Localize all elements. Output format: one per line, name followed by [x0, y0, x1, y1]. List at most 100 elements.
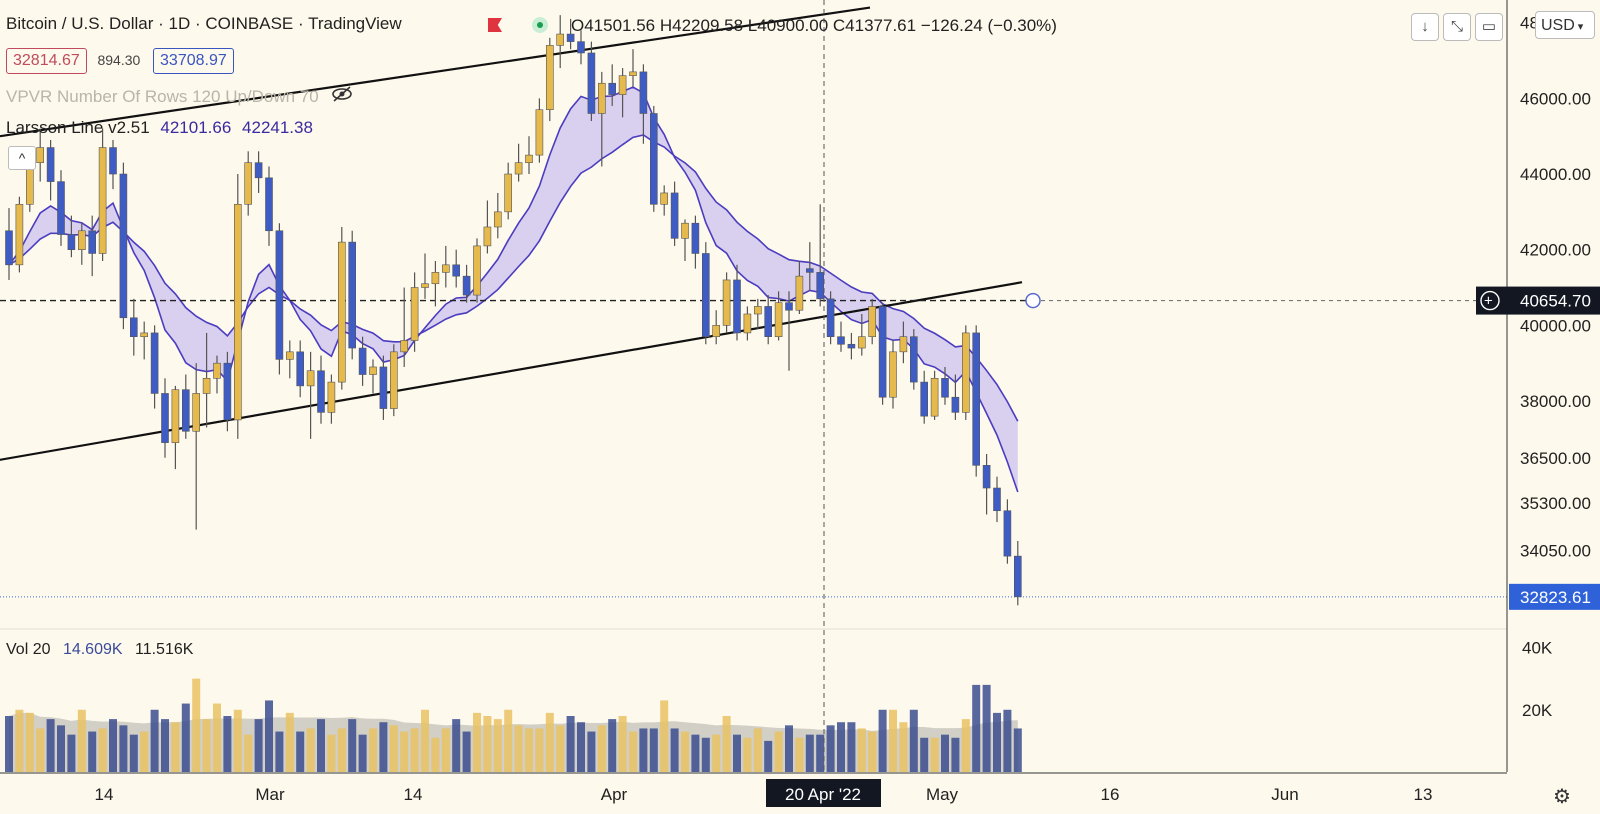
interval[interactable]: 1D	[168, 14, 191, 33]
candle	[660, 185, 669, 216]
currency-select[interactable]: USD ▾	[1535, 11, 1595, 39]
candle-body	[379, 366, 388, 409]
candle-body	[109, 147, 117, 175]
volume-bar	[712, 734, 721, 772]
volume-bar	[473, 712, 481, 772]
candle-body	[764, 306, 773, 337]
gear-icon[interactable]: ⚙	[1553, 786, 1571, 808]
candle	[275, 223, 284, 375]
fullscreen-icon[interactable]: ⤡	[1443, 13, 1471, 41]
candle	[618, 68, 627, 118]
volume-bar	[306, 728, 315, 772]
candle	[785, 291, 793, 371]
volume-bar	[816, 734, 825, 772]
candle-body	[837, 336, 845, 345]
vpvr-legend[interactable]: VPVR Number Of Rows 120 Up/Down 70	[6, 86, 353, 107]
candle	[337, 226, 346, 390]
candle	[369, 359, 377, 394]
brand: TradingView	[308, 14, 402, 33]
candle-body	[608, 82, 617, 95]
y-tick-label: 44000.00	[1520, 165, 1591, 184]
volume-bar	[431, 737, 440, 772]
candle	[920, 370, 929, 424]
candle	[514, 143, 523, 182]
volume-bar	[36, 728, 45, 772]
candle-body	[171, 389, 180, 443]
candle	[36, 128, 45, 182]
larsson-legend[interactable]: Larsson Line v2.51 42101.66 42241.38	[6, 118, 313, 137]
volume-bar	[202, 719, 211, 772]
volume-legend[interactable]: Vol 20 14.609K 11.516K	[6, 641, 194, 658]
candle-body	[317, 370, 325, 413]
ask-price[interactable]: 33708.97	[153, 48, 234, 74]
volume-tick-label: 40K	[1522, 639, 1553, 658]
y-tick-label: 34050.00	[1520, 541, 1591, 560]
candle-body	[410, 287, 419, 341]
volume-bar	[327, 734, 336, 772]
candle-body	[753, 306, 762, 315]
candle	[577, 30, 585, 65]
x-tick-label: May	[926, 785, 959, 804]
candle-body	[878, 306, 887, 398]
volume-bar	[504, 709, 513, 772]
volume-bar	[140, 731, 149, 772]
candle	[15, 196, 24, 273]
candle-body	[452, 264, 461, 277]
candle	[192, 363, 200, 530]
candle-body	[88, 230, 96, 254]
volume-bar	[369, 728, 377, 772]
candle-body	[57, 181, 65, 235]
candle	[5, 208, 13, 280]
volume-bar	[296, 731, 305, 772]
candle-body	[660, 192, 669, 205]
volume-bar	[982, 684, 991, 772]
candle-body	[348, 241, 357, 349]
candle-body	[857, 336, 866, 349]
volume-bar	[556, 725, 565, 772]
symbol-title[interactable]: Bitcoin / U.S. Dollar · 1D · COINBASE · …	[6, 14, 402, 33]
candle	[795, 261, 804, 314]
candle	[899, 321, 908, 364]
candle	[171, 385, 180, 470]
candle	[213, 355, 221, 394]
volume-bar	[826, 725, 835, 772]
ohlc-high: H42209.58	[659, 16, 744, 35]
candle	[150, 325, 159, 409]
last-price-tag	[1509, 583, 1600, 610]
volume-bar	[753, 728, 762, 772]
candle	[296, 340, 305, 398]
flag-icon[interactable]	[488, 18, 502, 32]
volume-bar	[150, 709, 159, 772]
add-level-icon	[1480, 290, 1500, 311]
collapse-legend-button[interactable]: ^	[8, 146, 36, 170]
volume-bar	[681, 731, 689, 772]
candle	[649, 105, 658, 212]
bid-price[interactable]: 32814.67	[6, 48, 87, 74]
candle-body	[213, 362, 221, 379]
volume-bar	[348, 719, 357, 772]
volume-bar	[566, 716, 575, 772]
volume-bar	[847, 722, 856, 772]
candle	[868, 298, 877, 345]
volume-bar	[743, 737, 752, 772]
candle	[379, 355, 388, 420]
eye-hidden-icon[interactable]	[331, 86, 353, 106]
volume-bar	[961, 719, 970, 772]
candle-body	[421, 283, 429, 288]
candle	[701, 242, 710, 345]
volume-bar	[254, 719, 263, 772]
volume-bar	[545, 712, 554, 772]
candle	[961, 325, 970, 420]
download-arrow-icon[interactable]: ↓	[1411, 13, 1439, 41]
candle-body	[899, 336, 908, 353]
candle-body	[441, 264, 450, 273]
candle-body	[795, 275, 804, 311]
symbol-name: Bitcoin / U.S. Dollar	[6, 14, 154, 33]
screenshot-icon[interactable]: ▭	[1475, 13, 1503, 41]
candle	[57, 170, 65, 246]
candle-body	[140, 332, 148, 337]
x-tick-label: Mar	[255, 785, 285, 804]
candle-body	[545, 45, 554, 111]
ohlc-open: O41501.56	[571, 16, 656, 35]
